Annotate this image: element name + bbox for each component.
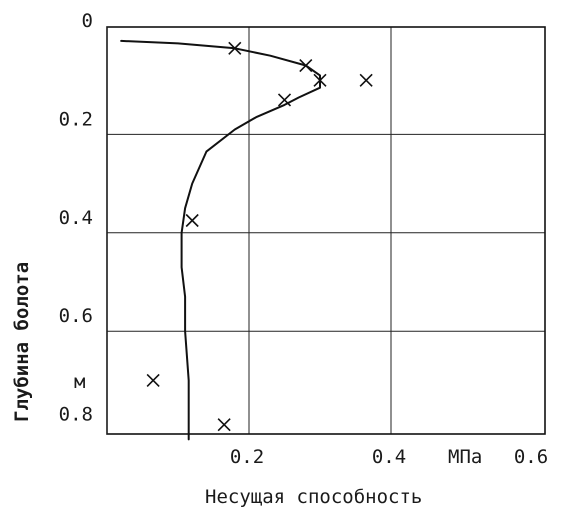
capacity-curve (120, 39, 321, 441)
y-tick-label: 0 (82, 10, 93, 32)
y-tick-label: 0.4 (59, 207, 93, 229)
data-point-x-marker (228, 41, 242, 55)
x-tick-label: 0.6 (514, 446, 548, 468)
grid (107, 27, 545, 434)
data-point-x-marker (277, 93, 292, 107)
y-tick-label: 0.2 (59, 108, 93, 130)
y-tick-label: 0.6 (59, 305, 93, 327)
y-tick-label: 0.8 (59, 404, 93, 426)
x-tick-label: 0.4 (372, 446, 406, 468)
x-tick-label: 0.2 (230, 446, 264, 468)
data-point-x-marker (217, 418, 231, 432)
data-point-x-marker (185, 213, 199, 228)
data-point-x-marker (146, 373, 160, 387)
data-point-x-marker (359, 73, 373, 87)
plot-frame (106, 26, 546, 435)
measurement-markers (146, 41, 373, 432)
data-point-x-marker (299, 58, 313, 73)
x-axis-unit: МПа (448, 446, 482, 468)
x-tick-labels: 0.2 0.4 0.6 (230, 446, 548, 468)
y-tick-labels: 0 0.2 0.4 0.6 0.8 (59, 10, 93, 426)
y-axis-unit: м (74, 371, 85, 393)
y-axis-label: Глубина болота (11, 262, 33, 422)
x-axis-label: Несущая способность (205, 486, 422, 508)
data-point-x-marker (313, 73, 327, 87)
